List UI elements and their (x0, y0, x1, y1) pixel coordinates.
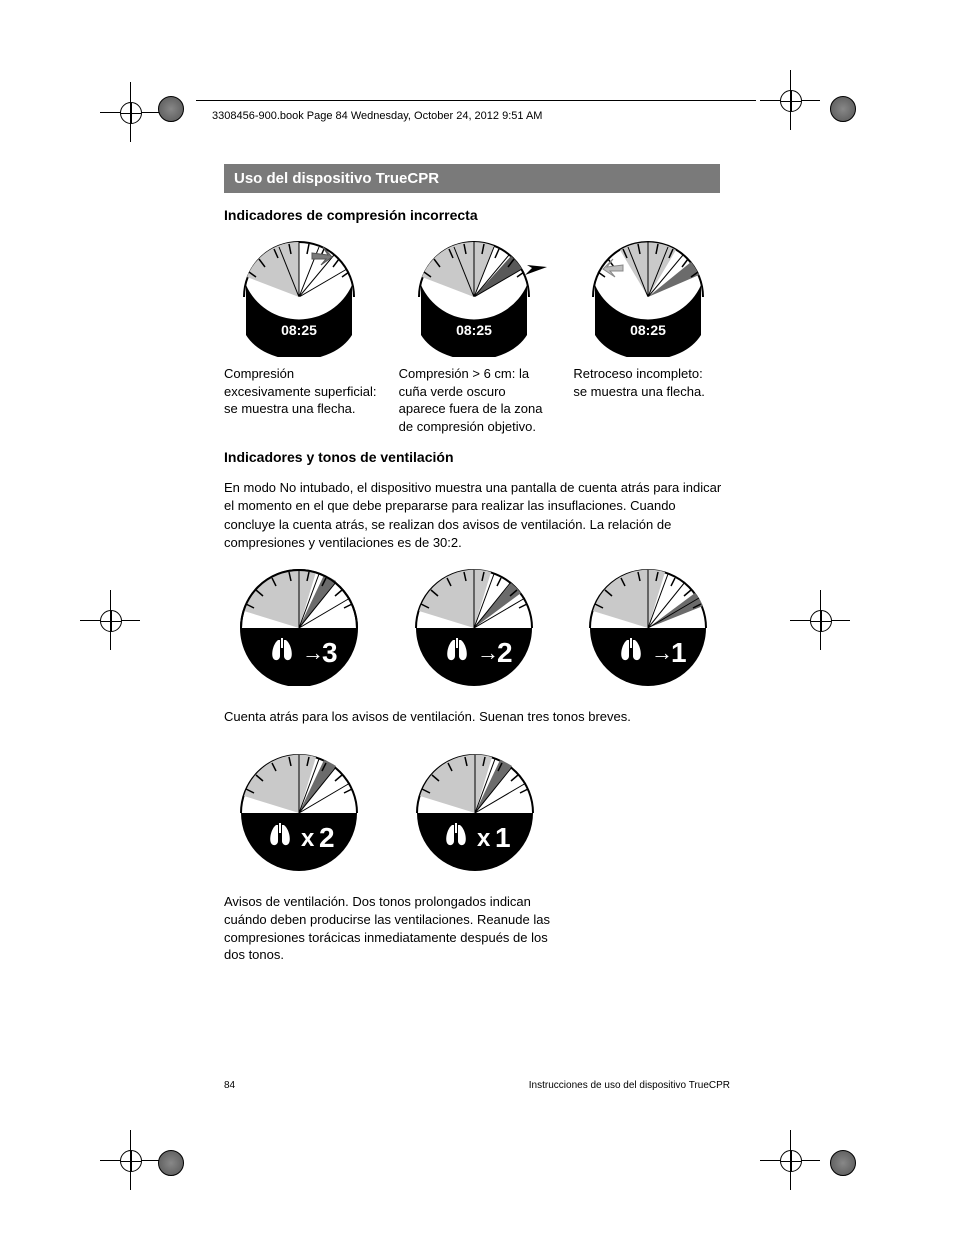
ventilation-body: En modo No intubado, el dispositivo mues… (224, 479, 730, 552)
vent-num: 1 (495, 822, 511, 853)
gauge-vent-x1: x 1 (400, 751, 550, 871)
vent-sep: x (301, 825, 315, 852)
row-countdown-gauges: → 3 (224, 566, 730, 694)
countdown-num: 2 (497, 637, 513, 668)
reg-dot-bl (158, 1150, 184, 1176)
gauge-vent-x2: x 2 (224, 751, 374, 871)
page-footer: 84 Instrucciones de uso del dispositivo … (224, 1080, 730, 1091)
gauge-time: 08:25 (630, 322, 666, 338)
vent-num: 2 (319, 822, 335, 853)
reg-dot-tr (830, 96, 856, 122)
page-top-rule (196, 100, 756, 101)
subheading-ventilation: Indicadores y tonos de ventilación (224, 449, 730, 465)
countdown-sep: → (302, 640, 324, 665)
reg-dot-br (830, 1150, 856, 1176)
countdown-sep: → (477, 640, 499, 665)
gauge-time: 08:25 (281, 322, 317, 338)
countdown-num: 3 (322, 637, 338, 668)
caption-deep: Compresión > 6 cm: la cuña verde oscuro … (399, 365, 556, 435)
caption-shallow: Compresión excesivamente superficial: se… (224, 365, 381, 418)
caption-countdown: Cuenta atrás para los avisos de ventilac… (224, 708, 730, 726)
footer-right: Instrucciones de uso del dispositivo Tru… (529, 1080, 730, 1091)
vent-sep: x (477, 825, 491, 852)
gauge-countdown-3: → 3 (224, 566, 374, 686)
gauge-rate: 100 (277, 291, 320, 321)
gauge-countdown-2: → 2 (399, 566, 549, 686)
caption-recoil: Retroceso incompleto: se muestra una fle… (573, 365, 730, 400)
caption-vent-prompts: Avisos de ventilación. Dos tonos prolong… (224, 893, 554, 963)
countdown-num: 1 (671, 637, 687, 668)
gauge-recoil: 100 08:25 (573, 237, 723, 357)
gauge-deep: 100 08:25 (399, 237, 549, 357)
row-compression-gauges: 100 08:25 Compresión excesivamente super… (224, 237, 730, 435)
gauge-rate: 100 (627, 291, 670, 321)
section-banner: Uso del dispositivo TrueCPR (224, 164, 720, 193)
gauge-time: 08:25 (456, 322, 492, 338)
gauge-rate: 100 (452, 291, 495, 321)
row-vent-prompts: x 2 (224, 751, 730, 879)
running-header: 3308456-900.book Page 84 Wednesday, Octo… (212, 110, 542, 122)
page-number: 84 (224, 1080, 235, 1091)
countdown-sep: → (651, 640, 673, 665)
gauge-countdown-1: → 1 (573, 566, 723, 686)
reg-dot-tl (158, 96, 184, 122)
subheading-compression: Indicadores de compresión incorrecta (224, 207, 730, 223)
gauge-shallow: 100 08:25 (224, 237, 374, 357)
page-content: Uso del dispositivo TrueCPR Indicadores … (224, 164, 730, 984)
